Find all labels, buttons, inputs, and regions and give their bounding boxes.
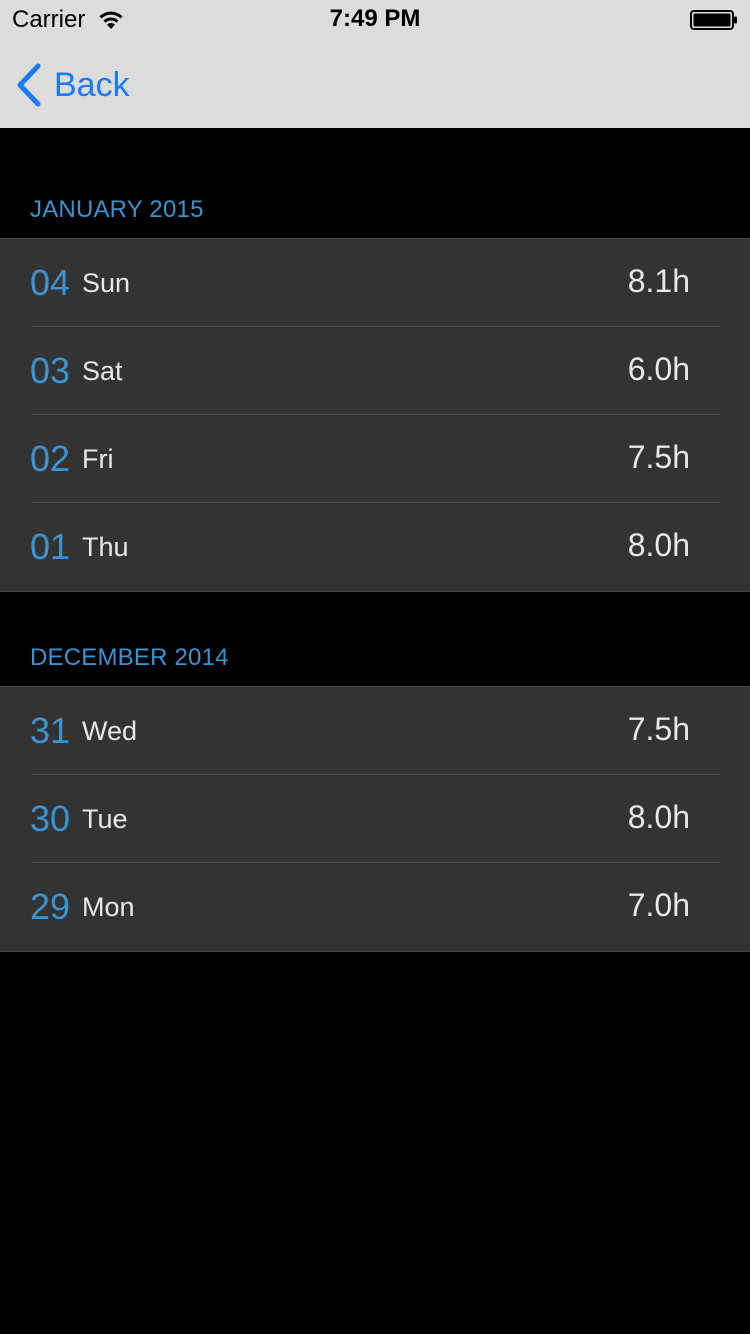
hours-value: 6.0h xyxy=(627,351,690,387)
back-button[interactable]: Back xyxy=(14,60,130,110)
hours-value: 8.0h xyxy=(627,799,690,835)
weekday-label: Mon xyxy=(82,892,135,922)
day-number: 01 xyxy=(30,526,71,567)
hours-value: 7.5h xyxy=(627,439,690,475)
row-divider xyxy=(32,862,720,863)
row-divider xyxy=(32,502,720,503)
day-number: 31 xyxy=(30,710,71,751)
navigation-bar: Carrier 7:49 PM Back xyxy=(0,0,750,128)
table-row[interactable]: 30 Tue 8.0h xyxy=(0,775,750,863)
hours-value: 7.0h xyxy=(627,887,690,923)
back-button-label: Back xyxy=(54,66,130,104)
section-header-january-2015: JANUARY 2015 xyxy=(30,196,204,223)
hours-value: 8.1h xyxy=(627,263,690,299)
table-row[interactable]: 31 Wed 7.5h xyxy=(0,687,750,775)
day-number: 03 xyxy=(30,350,71,391)
weekday-label: Thu xyxy=(82,532,129,562)
section-header-december-2014: DECEMBER 2014 xyxy=(30,644,229,671)
wifi-icon xyxy=(99,11,123,29)
weekday-label: Tue xyxy=(82,804,128,834)
table-row[interactable]: 03 Sat 6.0h xyxy=(0,327,750,415)
day-number: 29 xyxy=(30,886,71,927)
battery-icon xyxy=(690,10,737,30)
row-divider xyxy=(32,326,720,327)
day-list-december-2014: 31 Wed 7.5h 30 Tue 8.0h 29 Mon 7.0h xyxy=(0,686,750,952)
weekday-label: Fri xyxy=(82,444,114,474)
table-row[interactable]: 04 Sun 8.1h xyxy=(0,239,750,327)
status-bar: Carrier 7:49 PM xyxy=(0,0,750,40)
day-number: 04 xyxy=(30,262,71,303)
chevron-left-icon xyxy=(17,63,41,107)
carrier-label: Carrier xyxy=(12,6,86,33)
hours-value: 7.5h xyxy=(627,711,690,747)
table-row[interactable]: 01 Thu 8.0h xyxy=(0,503,750,591)
table-row[interactable]: 02 Fri 7.5h xyxy=(0,415,750,503)
row-divider xyxy=(32,774,720,775)
table-row[interactable]: 29 Mon 7.0h xyxy=(0,863,750,951)
weekday-label: Sat xyxy=(82,356,123,386)
day-list-january-2015: 04 Sun 8.1h 03 Sat 6.0h 02 Fri 7.5h 01 T… xyxy=(0,238,750,592)
weekday-label: Sun xyxy=(82,268,131,298)
hours-value: 8.0h xyxy=(627,527,690,563)
day-number: 02 xyxy=(30,438,71,479)
row-divider xyxy=(32,414,720,415)
clock: 7:49 PM xyxy=(329,5,421,32)
weekday-label: Wed xyxy=(82,716,138,746)
day-number: 30 xyxy=(30,798,71,839)
